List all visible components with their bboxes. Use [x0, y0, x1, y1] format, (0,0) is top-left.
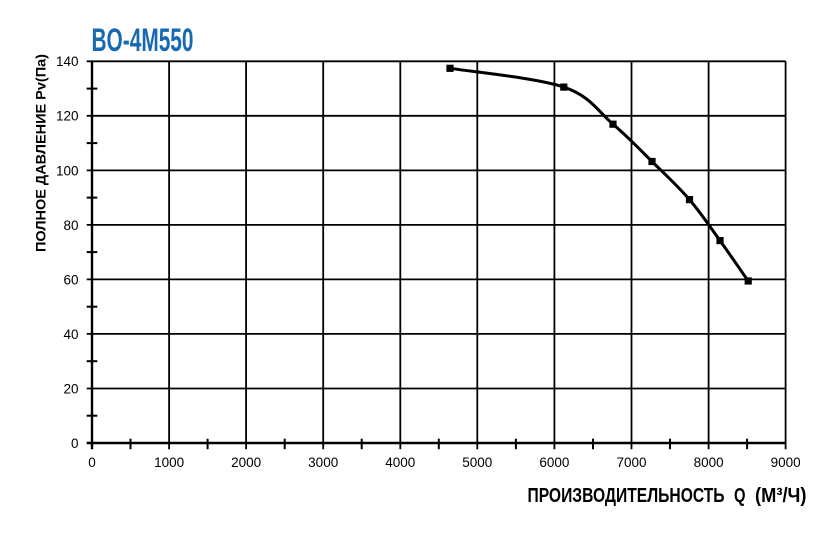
svg-text:100: 100 — [56, 163, 79, 178]
svg-text:9000: 9000 — [771, 455, 801, 470]
svg-text:0: 0 — [71, 436, 79, 451]
svg-text:60: 60 — [63, 272, 78, 287]
svg-text:ПОЛНОЕ ДАВЛЕНИЕ Pv(Па): ПОЛНОЕ ДАВЛЕНИЕ Pv(Па) — [33, 54, 49, 252]
svg-text:40: 40 — [63, 327, 78, 342]
svg-text:3000: 3000 — [308, 455, 338, 470]
svg-text:ПРОИЗВОДИТЕЛЬНОСТЬ: ПРОИЗВОДИТЕЛЬНОСТЬ — [528, 484, 725, 507]
svg-text:5000: 5000 — [462, 455, 492, 470]
svg-text:120: 120 — [56, 109, 79, 124]
svg-text:0: 0 — [88, 455, 96, 470]
svg-text:80: 80 — [63, 218, 78, 233]
svg-text:7000: 7000 — [616, 455, 646, 470]
svg-text:140: 140 — [56, 54, 79, 69]
svg-text:(М³/Ч): (М³/Ч) — [755, 484, 807, 507]
svg-text:2000: 2000 — [231, 455, 261, 470]
svg-text:BO-4M550: BO-4M550 — [92, 22, 194, 58]
svg-text:1000: 1000 — [154, 455, 184, 470]
svg-text:8000: 8000 — [694, 455, 724, 470]
svg-text:6000: 6000 — [539, 455, 569, 470]
svg-text:4000: 4000 — [385, 455, 415, 470]
svg-text:20: 20 — [63, 381, 78, 396]
svg-text:Q: Q — [734, 484, 746, 507]
